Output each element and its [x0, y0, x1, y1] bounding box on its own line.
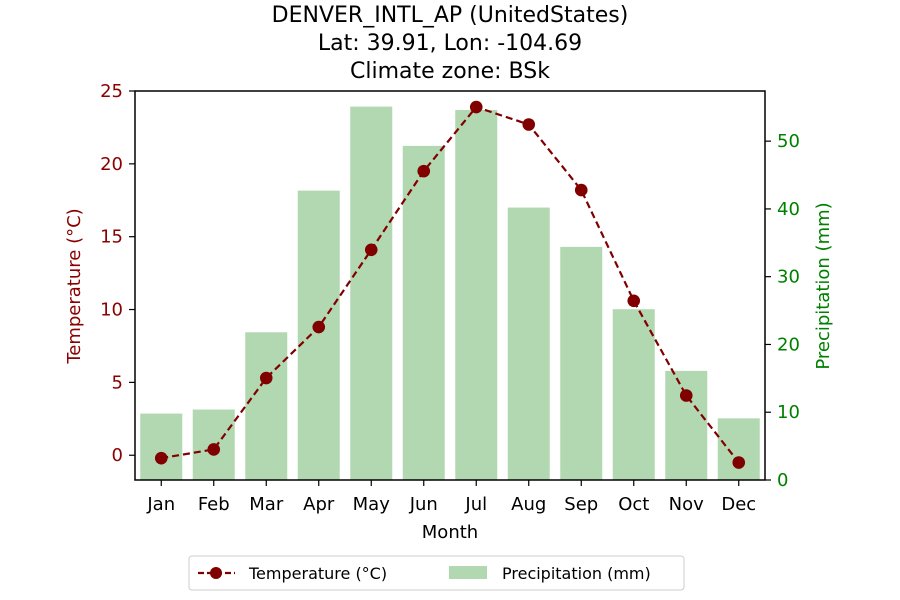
x-tick-label: Aug	[511, 494, 546, 515]
title-line: Climate zone: BSk	[350, 59, 550, 84]
legend-label-temperature: Temperature (°C)	[248, 564, 387, 583]
precipitation-bar	[402, 145, 445, 480]
x-tick-label: Sep	[564, 494, 598, 515]
precipitation-bar	[612, 309, 655, 480]
x-axis-label: Month	[422, 522, 478, 543]
y-left-tick-label: 5	[112, 372, 123, 393]
y-right-tick-label: 30	[777, 267, 800, 288]
legend: Temperature (°C) Precipitation (mm)	[188, 555, 685, 591]
y-right-tick-label: 0	[777, 470, 788, 491]
y-axis-right-label: Precipitation (mm)	[813, 202, 834, 369]
x-tick-label: Jul	[464, 494, 487, 515]
x-tick-label: Apr	[303, 494, 335, 515]
temperature-point	[312, 320, 326, 334]
y-right-tick-label: 50	[777, 131, 800, 152]
y-right-tick-label: 10	[777, 402, 800, 423]
temperature-point	[207, 443, 221, 456]
temperature-series-line	[161, 105, 740, 464]
legend-item-precipitation: Precipitation (mm)	[449, 564, 651, 583]
temperature-line	[154, 100, 746, 469]
x-tick-label: Dec	[721, 494, 756, 515]
y-left-tick-label: 25	[100, 81, 123, 102]
temperature-point	[574, 183, 588, 197]
precipitation-bar	[717, 418, 760, 480]
y-axis-right: 0 10 20 30 40 50	[765, 131, 800, 491]
x-tick-label: Jun	[409, 494, 438, 515]
precipitation-bar	[455, 109, 498, 480]
temperature-point	[259, 371, 273, 385]
y-axis-left-label: Temperature (°C)	[64, 208, 85, 364]
legend-bar-swatch	[449, 566, 487, 579]
plot-frame	[134, 90, 766, 481]
x-tick-label: Mar	[249, 494, 284, 515]
precipitation-bar	[665, 370, 708, 480]
temperature-point	[154, 451, 168, 465]
precipitation-bar	[507, 207, 550, 480]
x-tick-label: Jan	[146, 494, 175, 515]
temperature-point	[417, 164, 431, 178]
precipitation-bar	[140, 413, 183, 480]
y-right-tick-label: 20	[777, 334, 800, 355]
legend-box	[188, 555, 685, 591]
temperature-point	[469, 100, 483, 114]
precipitation-bar	[245, 332, 288, 480]
y-left-tick-label: 0	[112, 445, 123, 466]
temperature-point	[364, 243, 378, 257]
precipitation-bar	[560, 246, 603, 480]
x-tick-label: Oct	[618, 494, 649, 515]
legend-marker-swatch	[210, 567, 222, 579]
title-line: DENVER_INTL_AP (UnitedStates)	[272, 3, 629, 28]
y-right-tick-label: 40	[777, 199, 800, 220]
legend-label-precipitation: Precipitation (mm)	[502, 564, 651, 583]
temperature-point	[679, 389, 693, 402]
y-left-tick-label: 15	[100, 227, 123, 248]
x-tick-label: Nov	[669, 494, 704, 515]
temperature-point	[522, 118, 536, 131]
precipitation-bars	[140, 106, 760, 481]
y-left-tick-label: 20	[100, 154, 123, 175]
precipitation-bar	[297, 190, 340, 480]
x-axis: Jan Feb Mar Apr May Jun Jul Aug Sep Oct Nov Dec	[146, 480, 756, 515]
x-tick-label: May	[353, 494, 391, 515]
x-tick-label: Feb	[198, 494, 230, 515]
y-left-tick-label: 10	[100, 300, 123, 321]
y-axis-left: 0 5 10 15 20 25	[100, 81, 135, 466]
legend-item-temperature: Temperature (°C)	[198, 564, 387, 583]
temperature-point	[627, 294, 641, 308]
precipitation-bar	[350, 106, 393, 481]
title-line: Lat: 39.91, Lon: -104.69	[318, 31, 582, 56]
chart-title: DENVER_INTL_AP (UnitedStates) Lat: 39.91,…	[272, 3, 629, 84]
temperature-point	[732, 456, 746, 469]
